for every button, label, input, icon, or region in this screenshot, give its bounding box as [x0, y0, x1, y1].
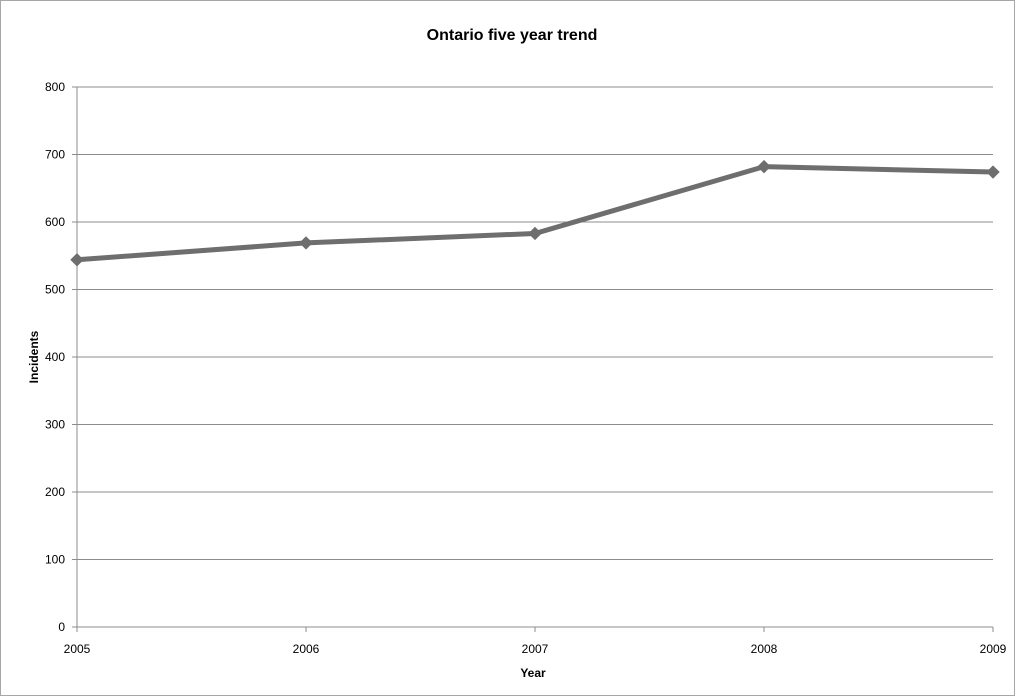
data-point-marker	[757, 159, 771, 174]
series-layer	[70, 159, 1000, 267]
series-line	[74, 164, 996, 263]
y-tick-label: 500	[45, 283, 65, 297]
chart-title: Ontario five year trend	[427, 27, 598, 44]
gridlines	[77, 86, 993, 560]
axes	[72, 86, 994, 632]
data-point-marker	[299, 236, 313, 250]
y-tick-labels: 0 100 200 300 400 500 600 700 800	[45, 80, 65, 634]
y-tick-label: 700	[45, 148, 65, 162]
x-tick-labels: 2005 2006 2007 2008 2009	[64, 642, 1007, 656]
y-tick-label: 400	[45, 350, 65, 364]
x-tick-label: 2007	[522, 642, 549, 656]
data-point-marker	[70, 253, 84, 267]
y-axis-label: Incidents	[27, 330, 41, 383]
y-tick-label: 200	[45, 485, 65, 499]
data-point-marker	[986, 165, 1000, 179]
x-tick-label: 2008	[751, 642, 778, 656]
y-tick-label: 100	[45, 553, 65, 567]
x-axis-label: Year	[520, 666, 546, 680]
x-tick-label: 2009	[980, 642, 1007, 656]
y-tick-label: 0	[58, 620, 65, 634]
y-tick-label: 800	[45, 80, 65, 94]
y-tick-label: 600	[45, 215, 65, 229]
x-tick-label: 2005	[64, 642, 91, 656]
data-point-marker	[528, 226, 542, 241]
x-tick-label: 2006	[293, 642, 320, 656]
y-tick-label: 300	[45, 418, 65, 432]
